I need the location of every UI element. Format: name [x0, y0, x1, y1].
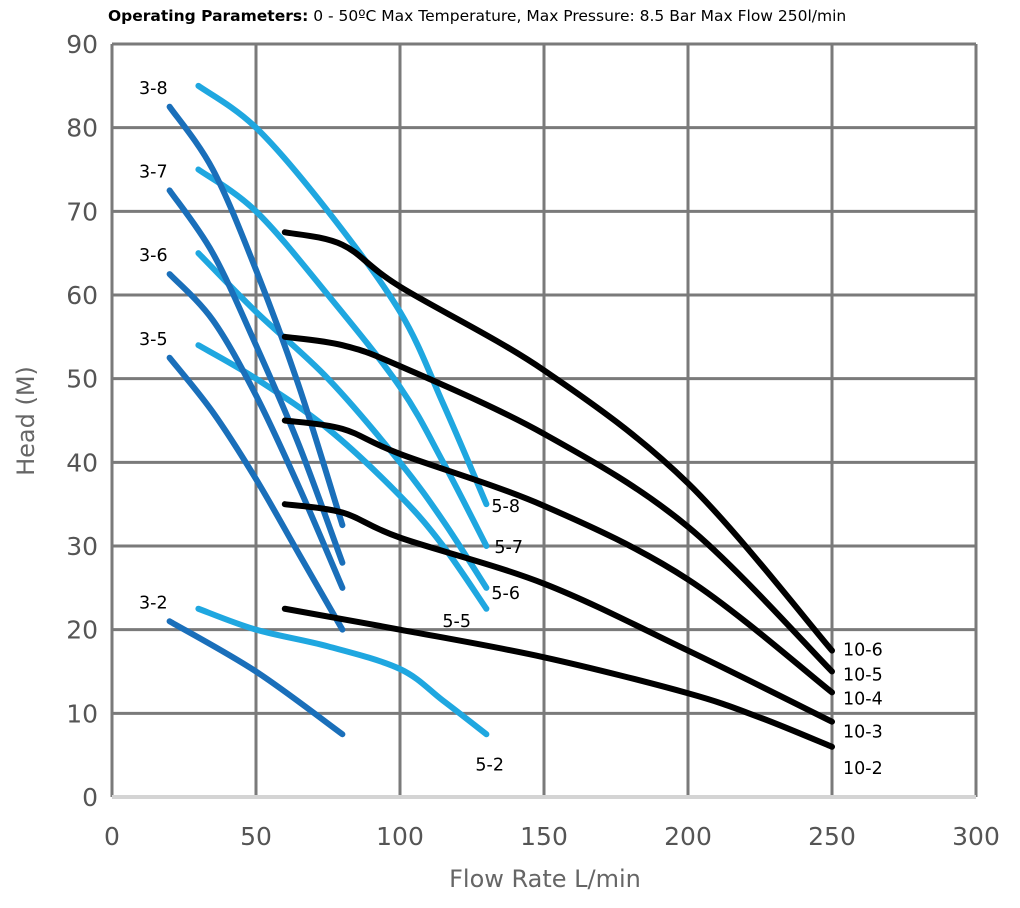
curve-3-2: [166, 618, 346, 738]
y-tick-label: 90: [66, 30, 98, 59]
curve-10-6: [281, 229, 835, 654]
y-tick-labels: 0 10 20 30 40 50 60 70 80 90: [66, 30, 98, 812]
y-tick-label: 60: [66, 281, 98, 310]
grid: [110, 42, 978, 799]
curve-label-3-2: 3-2: [139, 593, 168, 613]
curve-label-5-2: 5-2: [475, 755, 504, 775]
x-tick-label: 200: [664, 822, 712, 851]
x-tick-labels: 0 50 100 150 200 250 300: [104, 822, 1000, 851]
curves: [166, 82, 835, 750]
y-tick-label: 40: [66, 448, 98, 477]
curve-label-10-6: 10-6: [843, 641, 883, 661]
curve-10-2: [281, 605, 835, 750]
y-axis-label: Head (M): [12, 366, 40, 476]
y-tick-label: 0: [82, 783, 98, 812]
x-tick-label: 150: [520, 822, 568, 851]
y-tick-label: 70: [66, 197, 98, 226]
title-bold: Operating Parameters:: [108, 7, 309, 25]
curve-label-5-6: 5-6: [491, 584, 520, 604]
curve-10-5: [281, 333, 835, 675]
chart-title: Operating Parameters: 0 - 50ºC Max Tempe…: [108, 7, 846, 25]
curve-3-8: [166, 103, 346, 529]
curve-3-7: [166, 187, 346, 566]
curve-label-5-5: 5-5: [442, 612, 471, 632]
curve-5-2: [195, 605, 490, 738]
y-tick-label: 20: [66, 616, 98, 645]
curve-label-3-7: 3-7: [139, 162, 168, 182]
y-tick-label: 50: [66, 365, 98, 394]
curve-label-3-5: 3-5: [139, 330, 168, 350]
curve-10-3: [281, 501, 835, 725]
curve-3-6: [166, 271, 346, 591]
curve-label-5-8: 5-8: [491, 497, 520, 517]
x-tick-label: 50: [240, 822, 272, 851]
curve-label-10-3: 10-3: [843, 723, 883, 743]
x-tick-label: 0: [104, 822, 120, 851]
curve-label-10-2: 10-2: [843, 759, 883, 779]
title-rest: 0 - 50ºC Max Temperature, Max Pressure: …: [308, 7, 847, 25]
curve-label-10-4: 10-4: [843, 689, 883, 709]
curve-label-10-5: 10-5: [843, 666, 883, 686]
curve-label-3-6: 3-6: [139, 246, 168, 266]
curve-label-5-7: 5-7: [494, 538, 523, 558]
x-tick-label: 300: [952, 822, 1000, 851]
y-tick-label: 30: [66, 532, 98, 561]
x-tick-label: 100: [376, 822, 424, 851]
x-tick-label: 250: [808, 822, 856, 851]
curve-10-4: [281, 417, 835, 696]
y-tick-label: 10: [66, 699, 98, 728]
y-tick-label: 80: [66, 114, 98, 143]
curve-3-5: [166, 354, 346, 633]
x-axis-label: Flow Rate L/min: [449, 865, 641, 893]
curve-label-3-8: 3-8: [139, 79, 168, 99]
curve-labels: 3-2 3-5 3-6 3-7 3-8 5-2 5-5 5-6 5-7 5-8 10-2 10-3 10…: [139, 79, 883, 779]
curve-5-6: [195, 250, 490, 591]
